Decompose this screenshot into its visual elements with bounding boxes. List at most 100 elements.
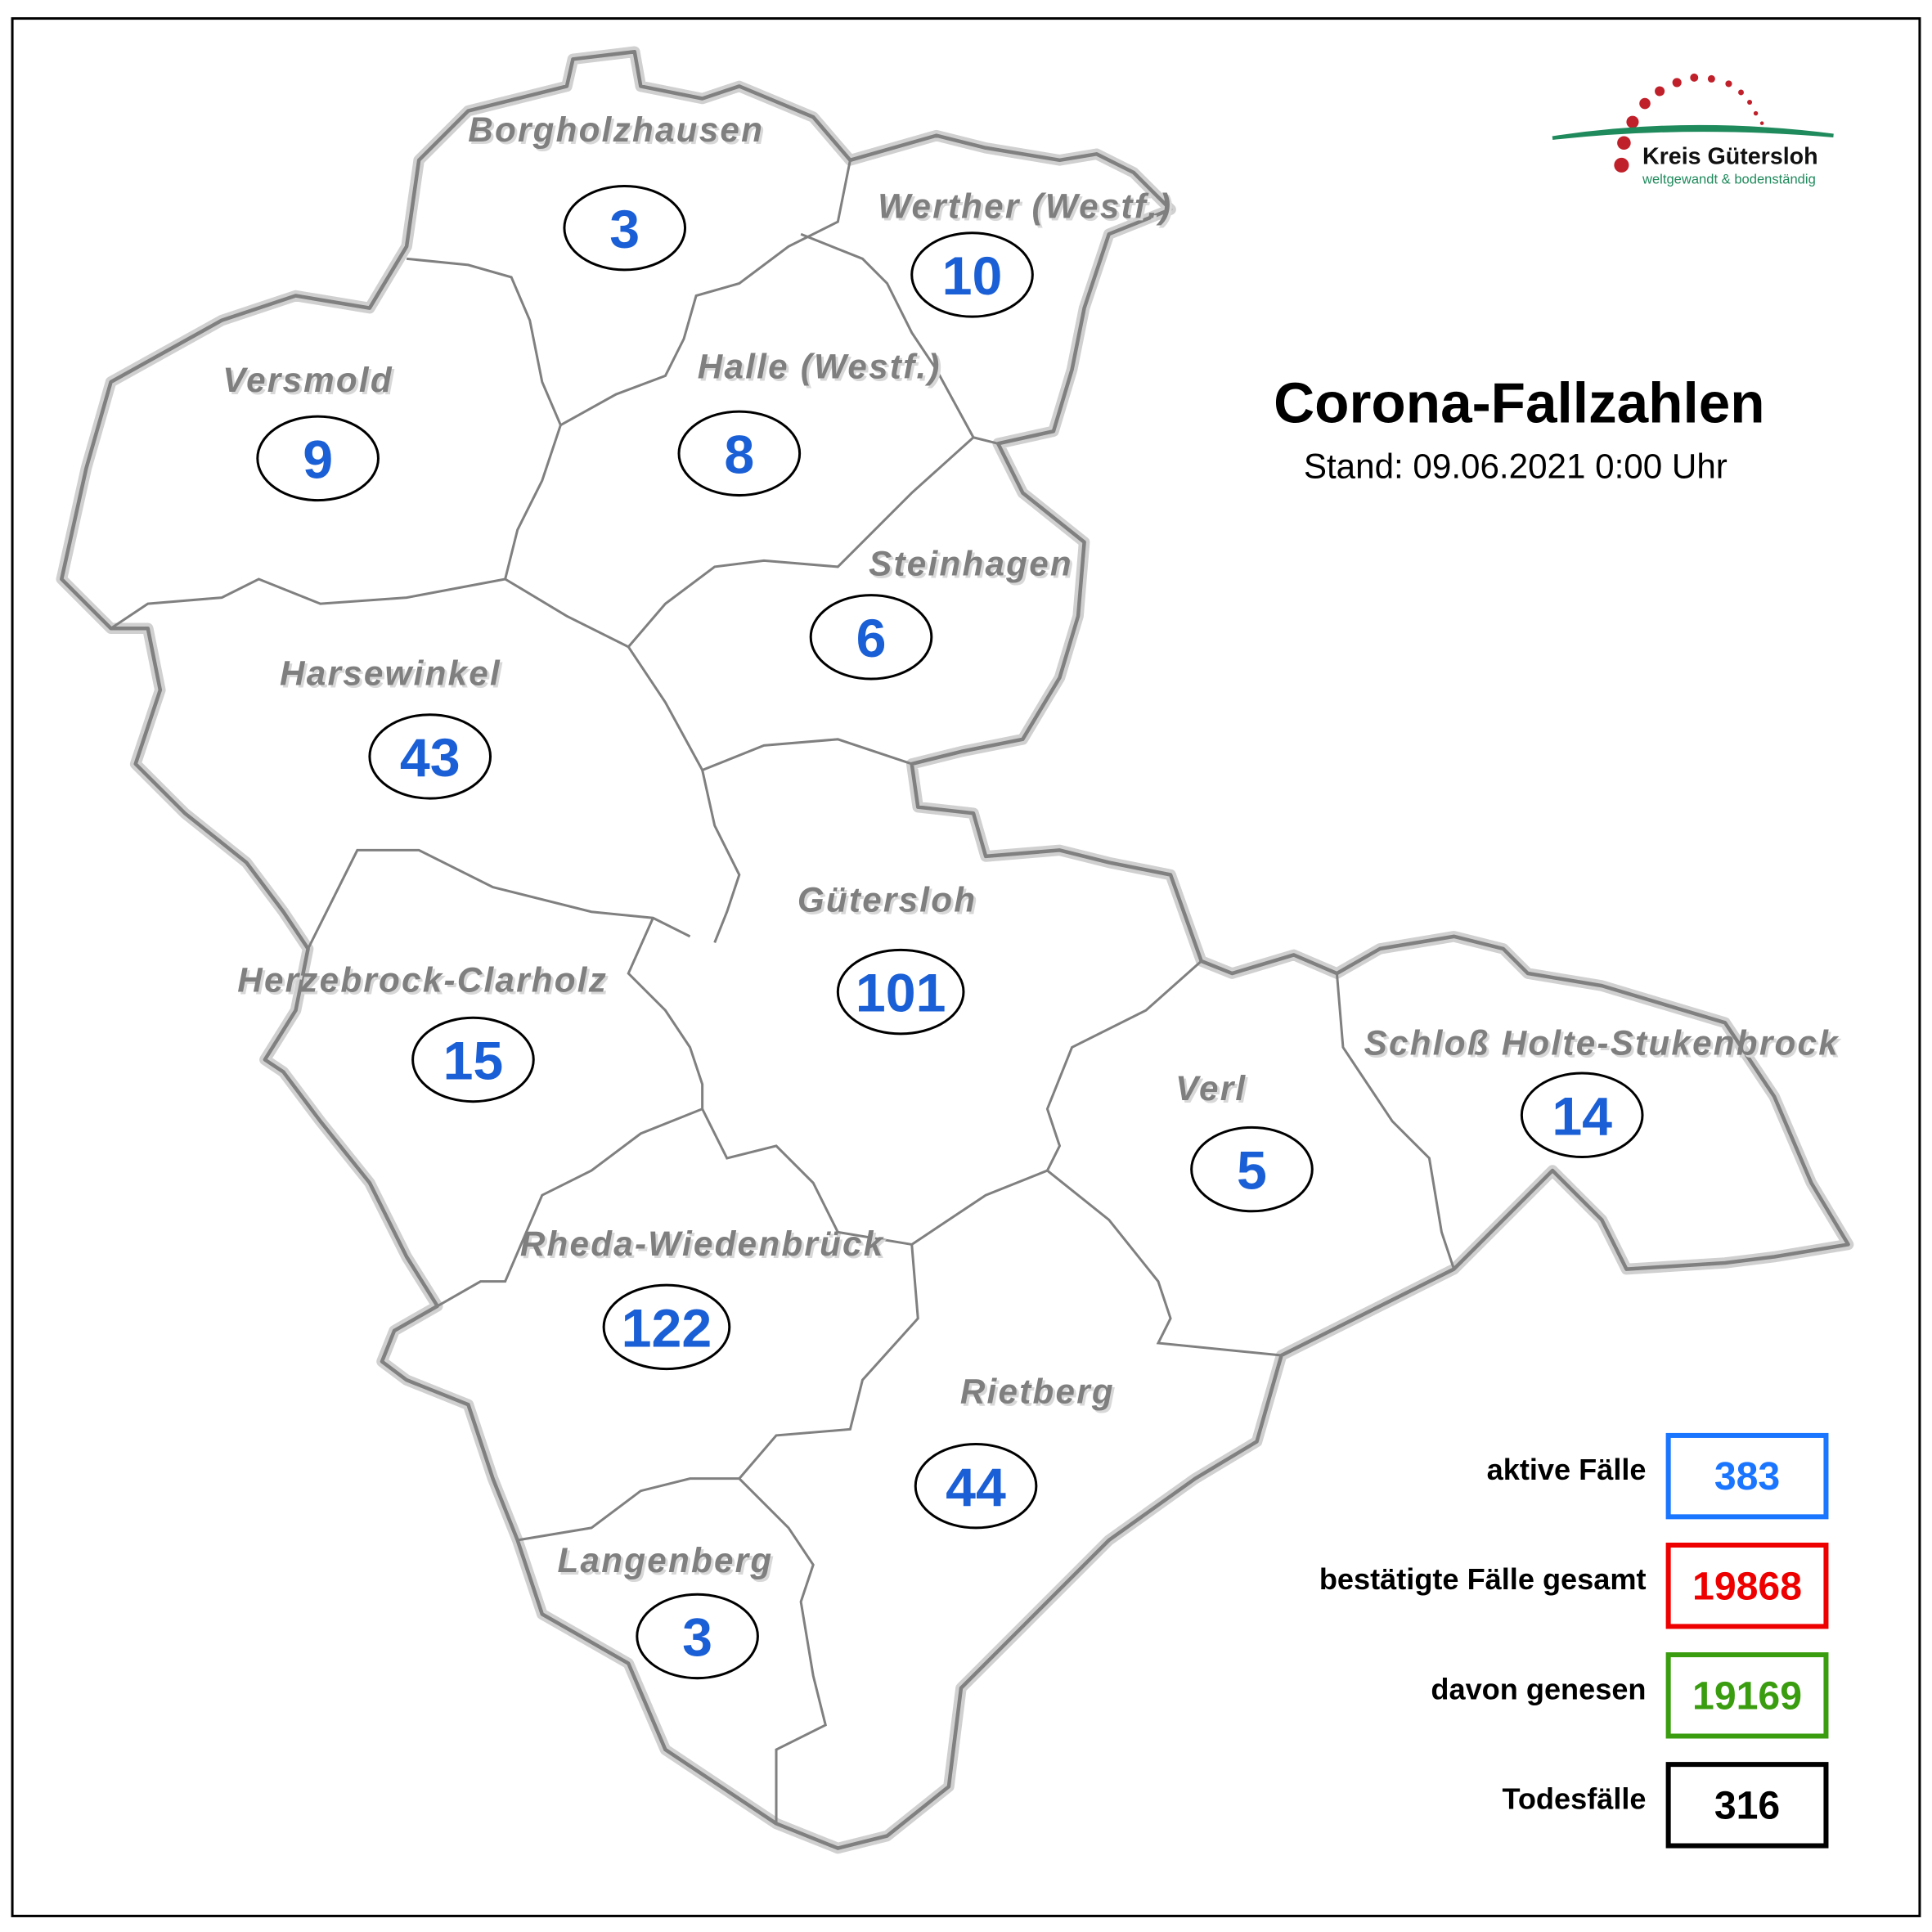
kreis-guetersloh-logo: Kreis Gütersloh weltgewandt & bodenständ… — [1552, 73, 1834, 186]
count-ellipse — [636, 1593, 759, 1680]
logo-dot — [1725, 80, 1732, 88]
legend-value-box — [1665, 1652, 1829, 1739]
legend-item: bestätigte Fälle gesamt 19868 — [1319, 1542, 1829, 1629]
municipality-name: Schloß Holte-Stukenbrock — [1364, 1023, 1840, 1062]
count-ellipse — [256, 415, 380, 502]
active-case-count: 14 — [1552, 1086, 1612, 1147]
municipality-border — [627, 646, 913, 772]
municipality-name: Rheda-Wiedenbrück — [520, 1224, 885, 1263]
logo-dot — [1738, 89, 1744, 96]
municipality: Halle (Westf.) 8 — [677, 347, 941, 497]
logo-dot — [1707, 74, 1715, 83]
municipality-border — [1335, 973, 1455, 1270]
legend-item: Todesfälle 316 — [1502, 1762, 1829, 1849]
legend-value: 19169 — [1692, 1674, 1802, 1718]
active-case-count: 3 — [682, 1608, 712, 1669]
logo-dot — [1672, 78, 1682, 88]
logo-name: Kreis Gütersloh — [1642, 143, 1818, 169]
count-ellipse — [411, 1016, 535, 1103]
legend-value-box — [1665, 1432, 1829, 1520]
active-case-count: 9 — [303, 429, 333, 490]
municipality-name: Rietberg — [960, 1373, 1115, 1411]
logo-dot — [1753, 110, 1759, 116]
municipality-border — [701, 1108, 912, 1246]
count-ellipse — [836, 948, 965, 1036]
municipality-border — [406, 257, 562, 426]
logo-dot — [1759, 121, 1764, 125]
municipality-name: Langenberg — [558, 1541, 774, 1579]
district-outline — [60, 50, 1850, 1850]
legend-label: aktive Fälle — [1487, 1453, 1647, 1486]
municipality-name: Halle (Westf.) — [698, 347, 941, 385]
municipality: Verl 5 — [1175, 1069, 1314, 1213]
legend-value: 19868 — [1692, 1564, 1802, 1608]
count-ellipse — [910, 231, 1034, 318]
municipality-name: Gütersloh — [798, 881, 977, 919]
municipality-border — [504, 436, 975, 649]
logo-dot — [1626, 115, 1639, 128]
logo-dot — [1614, 157, 1629, 173]
legend-value-box — [1665, 1762, 1829, 1849]
active-case-count: 43 — [400, 728, 461, 789]
legend-label: bestätigte Fälle gesamt — [1319, 1562, 1647, 1596]
municipality-name: Verl — [1175, 1069, 1247, 1108]
count-ellipse — [602, 1283, 731, 1371]
count-ellipse — [563, 184, 687, 272]
active-case-count: 122 — [622, 1298, 712, 1359]
active-case-count: 15 — [443, 1031, 504, 1092]
logo-dot — [1639, 97, 1651, 110]
legend-item: aktive Fälle 383 — [1487, 1432, 1829, 1520]
municipality-border — [1046, 1169, 1282, 1357]
logo-dot — [1690, 73, 1699, 82]
municipality: Gütersloh 101 — [798, 881, 977, 1036]
municipality-border — [738, 1477, 828, 1824]
municipality-labels: Borgholzhausen 3 Werther (Westf.) 10 Versmol… — [222, 110, 1840, 1680]
municipality-border — [738, 1244, 919, 1480]
logo-dots-icon — [1614, 73, 1764, 173]
count-ellipse — [1520, 1072, 1644, 1158]
count-ellipse — [1190, 1126, 1314, 1213]
municipality-border — [559, 160, 851, 427]
municipality-border — [517, 1477, 739, 1542]
map-subtitle: Stand: 09.06.2021 0:00 Uhr — [1304, 447, 1728, 485]
active-case-count: 8 — [724, 425, 754, 485]
active-case-count: 6 — [856, 609, 887, 669]
map-title: Corona-Fallzahlen — [1274, 371, 1765, 435]
municipality-name: Steinhagen — [869, 544, 1073, 582]
municipality-name: Versmold — [222, 361, 393, 399]
count-ellipse — [677, 410, 802, 497]
municipality: Steinhagen 6 — [809, 544, 1073, 681]
active-case-count: 101 — [856, 964, 946, 1024]
municipality: Rheda-Wiedenbrück 122 — [520, 1224, 885, 1371]
municipality-border — [1045, 959, 1202, 1171]
municipality: Versmold 9 — [222, 361, 393, 502]
count-ellipse — [368, 713, 492, 800]
municipality-border — [437, 1108, 703, 1308]
legend-item: davon genesen 19169 — [1431, 1652, 1829, 1739]
municipality-border — [110, 577, 505, 630]
municipality: Werther (Westf.) 10 — [878, 187, 1172, 318]
municipality-name: Harsewinkel — [280, 654, 501, 693]
municipality: Herzebrock-Clarholz 15 — [237, 961, 606, 1103]
municipality-name: Werther (Westf.) — [878, 187, 1172, 226]
count-ellipse — [809, 594, 933, 681]
municipality-border — [701, 770, 741, 943]
logo-tagline: weltgewandt & bodenständig — [1642, 171, 1816, 186]
legend: aktive Fälle 383 bestätigte Fälle gesamt 19… — [1319, 1432, 1829, 1849]
municipality: Harsewinkel 43 — [280, 654, 501, 800]
logo-arc-icon — [1552, 124, 1834, 140]
municipality: Schloß Holte-Stukenbrock 14 — [1364, 1023, 1840, 1158]
active-case-count: 44 — [946, 1458, 1006, 1518]
count-ellipse — [914, 1442, 1038, 1530]
legend-value: 383 — [1714, 1454, 1780, 1498]
logo-dot — [1655, 86, 1665, 97]
legend-value-box — [1665, 1542, 1829, 1629]
municipality: Rietberg 44 — [914, 1373, 1115, 1530]
legend-label: Todesfälle — [1502, 1781, 1646, 1815]
active-case-count: 3 — [609, 200, 640, 260]
boundaries — [56, 46, 1854, 1854]
municipality-border — [307, 848, 691, 950]
municipality: Borgholzhausen 3 — [468, 110, 762, 272]
